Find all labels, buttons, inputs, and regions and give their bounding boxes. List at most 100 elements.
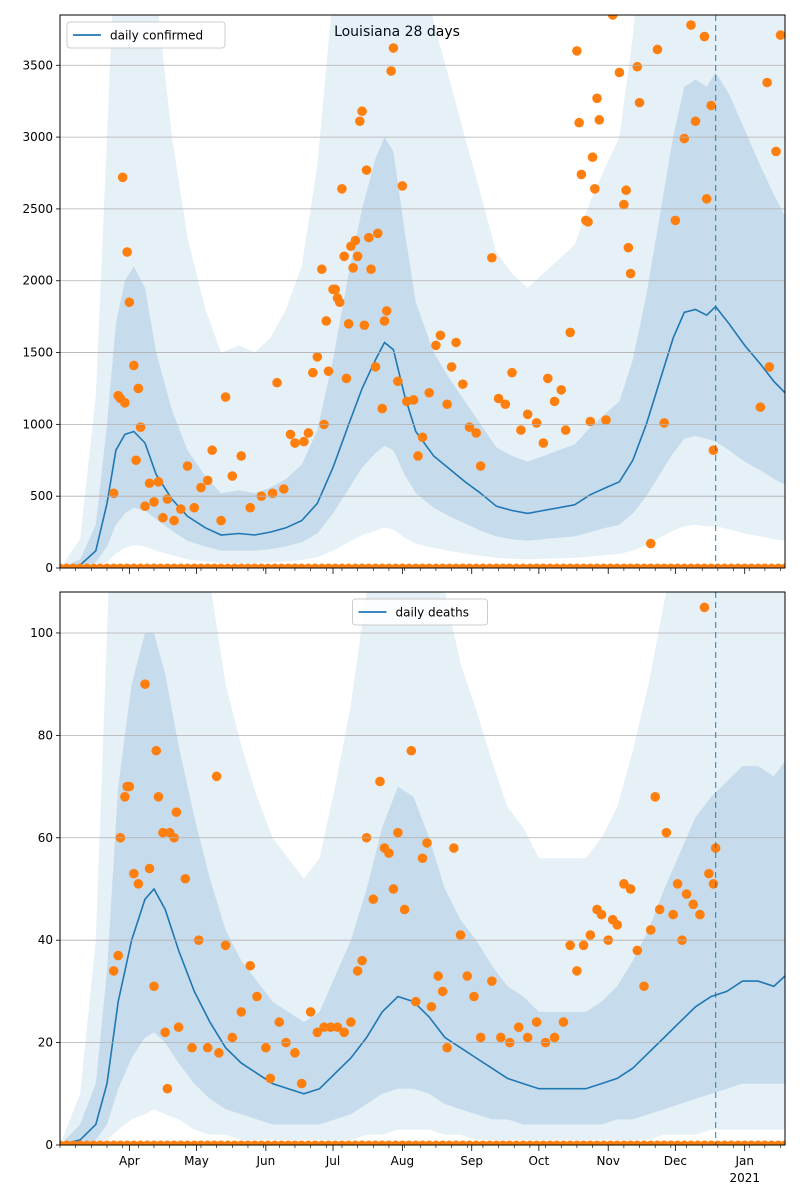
confirmed-observed-zero-point	[699, 563, 709, 568]
confirmed-ytick-label: 3000	[22, 130, 53, 144]
confirmed-observed-point	[619, 199, 629, 210]
confirmed-observed-point	[762, 77, 772, 88]
confirmed-observed-point	[131, 455, 141, 466]
deaths-observed-zero-point	[317, 1140, 327, 1145]
deaths-observed-zero-point	[397, 1140, 407, 1145]
confirmed-observed-zero-point	[538, 563, 548, 568]
deaths-observed-zero-point	[545, 1140, 555, 1145]
deaths-observed-point	[708, 879, 719, 889]
confirmed-observed-zero-point	[223, 563, 233, 568]
deaths-observed-point	[549, 1032, 560, 1043]
confirmed-observed-point	[621, 185, 631, 196]
confirmed-observed-zero-point	[196, 563, 206, 568]
confirmed-observed-zero-point	[780, 563, 785, 568]
confirmed-observed-zero-point	[102, 563, 112, 568]
deaths-observed-zero-point	[753, 1140, 763, 1145]
confirmed-observed-point	[708, 445, 719, 456]
confirmed-observed-point	[556, 385, 567, 395]
deaths-observed-point	[455, 930, 466, 940]
deaths-observed-zero-point	[330, 1140, 340, 1145]
confirmed-observed-zero-point	[297, 563, 307, 568]
confirmed-observed-zero-point	[411, 563, 421, 568]
deaths-observed-point	[462, 971, 473, 981]
confirmed-observed-zero-point	[431, 563, 441, 568]
confirmed-observed-zero-point	[95, 563, 105, 568]
deaths-observed-point	[162, 1083, 173, 1094]
confirmed-observed-zero-point	[760, 563, 770, 568]
confirmed-observed-point	[574, 117, 584, 128]
deaths-observed-zero-point	[558, 1140, 568, 1145]
deaths-observed-point	[710, 843, 721, 853]
deaths-observed-point	[180, 873, 191, 884]
deaths-observed-zero-point	[162, 1140, 172, 1145]
confirmed-observed-zero-point	[183, 563, 193, 568]
confirmed-observed-point	[701, 194, 712, 204]
confirmed-observed-point	[299, 436, 309, 447]
deaths-observed-point	[654, 904, 665, 915]
deaths-observed-zero-point	[169, 1140, 179, 1145]
deaths-observed-point	[375, 776, 385, 787]
deaths-observed-zero-point	[364, 1140, 374, 1145]
confirmed-observed-point	[317, 264, 327, 275]
confirmed-observed-zero-point	[337, 563, 347, 568]
xtick-label: Aug	[391, 1154, 414, 1168]
deaths-observed-zero-point	[431, 1140, 441, 1145]
confirmed-observed-point	[372, 228, 383, 239]
confirmed-observed-point	[393, 376, 403, 387]
deaths-observed-point	[171, 807, 182, 817]
deaths-ytick-label: 0	[45, 1138, 53, 1152]
confirmed-observed-point	[196, 482, 206, 493]
deaths-observed-point	[522, 1032, 533, 1043]
confirmed-observed-zero-point	[149, 563, 159, 568]
deaths-observed-zero-point	[136, 1140, 146, 1145]
deaths-observed-zero-point	[384, 1140, 394, 1145]
deaths-observed-zero-point	[216, 1140, 226, 1145]
confirmed-observed-point	[108, 488, 119, 499]
deaths-observed-zero-point	[666, 1140, 676, 1145]
deaths-observed-point	[388, 884, 399, 894]
deaths-observed-point	[585, 930, 596, 940]
confirmed-observed-point	[361, 165, 372, 175]
confirmed-observed-zero-point	[753, 563, 763, 568]
deaths-observed-point	[437, 986, 448, 997]
confirmed-observed-point	[216, 515, 226, 526]
deaths-observed-zero-point	[699, 1140, 709, 1145]
confirmed-observed-point	[442, 399, 452, 410]
deaths-observed-point	[487, 976, 497, 986]
confirmed-observed-point	[359, 320, 370, 331]
deaths-observed-zero-point	[357, 1140, 367, 1145]
deaths-observed-zero-point	[337, 1140, 347, 1145]
confirmed-observed-zero-point	[646, 563, 656, 568]
confirmed-axes-frame	[59, 14, 786, 569]
deaths-ytick-label: 100	[30, 626, 53, 640]
confirmed-observed-zero-point	[458, 563, 468, 568]
deaths-observed-point	[399, 904, 410, 915]
confirmed-observed-point	[267, 488, 278, 499]
confirmed-observed-point	[500, 399, 511, 410]
confirmed-observed-point	[699, 31, 710, 42]
confirmed-observed-point	[321, 316, 332, 326]
deaths-observed-point	[332, 1022, 343, 1033]
confirmed-observed-point	[607, 15, 618, 20]
deaths-observed-zero-point	[75, 1140, 85, 1145]
confirmed-observed-point	[417, 432, 428, 443]
confirmed-observed-point	[357, 106, 367, 117]
deaths-observed-point	[173, 1022, 184, 1033]
confirmed-observed-point	[446, 362, 457, 372]
confirmed-observed-zero-point	[740, 563, 750, 568]
deaths-observed-point	[475, 1032, 486, 1043]
confirmed-observed-zero-point	[652, 563, 662, 568]
confirmed-observed-zero-point	[706, 563, 716, 568]
confirmed-observed-zero-point	[726, 563, 736, 568]
confirmed-observed-zero-point	[357, 563, 367, 568]
confirmed-observed-point	[686, 20, 696, 30]
deaths-observed-zero-point	[673, 1140, 683, 1145]
deaths-observed-zero-point	[485, 1140, 495, 1145]
confirmed-ytick-label: 0	[45, 561, 53, 575]
deaths-observed-point	[406, 745, 417, 756]
confirmed-observed-zero-point	[384, 563, 394, 568]
deaths-observed-zero-point	[404, 1140, 414, 1145]
confirmed-observed-point	[670, 215, 681, 226]
deaths-observed-zero-point	[458, 1140, 468, 1145]
confirmed-observed-point	[549, 396, 560, 407]
